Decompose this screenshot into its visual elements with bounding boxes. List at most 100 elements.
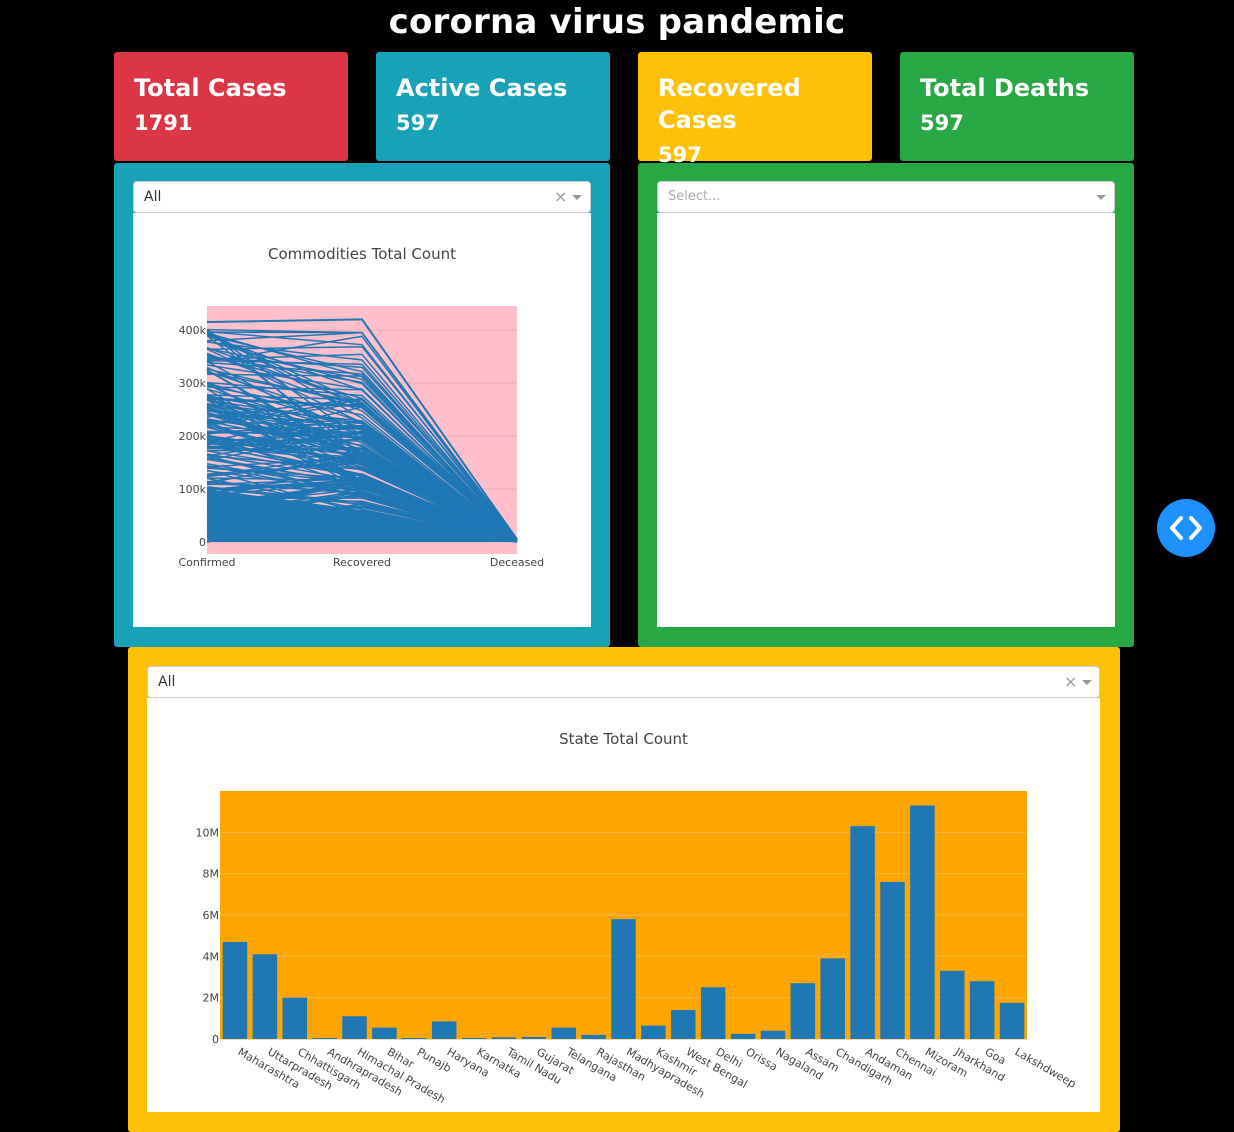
series-line — [206, 398, 518, 543]
series-line — [206, 382, 518, 541]
clear-icon[interactable]: × — [554, 187, 568, 206]
y-tick-label: 8M — [203, 868, 220, 881]
bar — [222, 941, 248, 1039]
recovered-cases-card: Recovered Cases 597 — [638, 52, 872, 167]
series-line — [206, 470, 518, 541]
series-line — [206, 388, 518, 541]
state-dropdown[interactable]: All × — [147, 666, 1100, 698]
series-line — [206, 329, 518, 543]
y-tick-label: 0 — [199, 536, 206, 549]
series-line — [206, 430, 518, 541]
chevron-down-icon[interactable] — [1082, 680, 1092, 685]
empty-chart-area — [657, 213, 1115, 627]
bar — [342, 1016, 367, 1039]
select-dropdown[interactable]: Select... — [657, 181, 1115, 213]
series-line — [206, 359, 518, 541]
max-series-line — [206, 318, 518, 540]
x-tick-label: Orissa — [744, 1045, 780, 1073]
state-chart: State Total Count 0 2M 4M 6M 8M 10M Maharashtr… — [147, 698, 1100, 1112]
y-tick-label: 200k — [179, 430, 207, 443]
y-tick-label: 300k — [179, 377, 207, 390]
bar — [431, 1021, 457, 1039]
commodities-chart: Commodities Total Count 0 100k 200k 300k 400… — [133, 213, 591, 627]
bar — [700, 987, 726, 1039]
series-line — [206, 330, 518, 542]
card-value: 597 — [396, 111, 440, 135]
bar — [312, 1037, 337, 1039]
bar — [461, 1037, 487, 1039]
bar — [521, 1036, 547, 1039]
x-tick-label: Lakshdweep — [1013, 1045, 1079, 1090]
bar — [671, 1010, 696, 1039]
series-line — [206, 369, 518, 542]
code-icon — [1170, 516, 1202, 540]
x-tick-label: Recovered — [333, 556, 391, 569]
bar — [940, 970, 965, 1039]
dropdown-value: All — [144, 189, 162, 205]
bar — [402, 1037, 427, 1039]
bar — [880, 881, 905, 1039]
bar — [551, 1027, 576, 1039]
series-line — [206, 353, 518, 543]
series-line — [206, 381, 518, 540]
series-line — [206, 454, 518, 543]
series-line — [206, 373, 518, 543]
series-line — [206, 340, 518, 542]
y-tick-label: 100k — [179, 483, 207, 496]
bar — [969, 981, 995, 1039]
bar — [491, 1037, 517, 1039]
bar — [850, 826, 875, 1039]
clear-icon[interactable]: × — [1064, 672, 1078, 691]
y-tick-label: 0 — [212, 1033, 219, 1046]
chart-title: Commodities Total Count — [268, 245, 456, 263]
series-line — [206, 334, 518, 542]
series-line — [206, 478, 518, 542]
bar — [252, 954, 278, 1039]
bar — [760, 1030, 786, 1039]
bar — [581, 1034, 606, 1039]
bar — [730, 1033, 756, 1039]
code-toggle-button[interactable] — [1157, 499, 1215, 557]
series-line — [206, 418, 518, 542]
state-bar-chart: 02M4M6M8M10MMaharashtraUttarpradeshChhat… — [196, 791, 1079, 1106]
x-tick-label: Confirmed — [178, 556, 235, 569]
series-line — [206, 328, 518, 543]
card-value: 597 — [920, 111, 964, 135]
y-tick-label: 4M — [203, 950, 220, 963]
x-tick-label: Deceased — [490, 556, 544, 569]
chevron-down-icon[interactable] — [1096, 195, 1106, 200]
dense-series-area — [207, 489, 517, 542]
y-tick-label: 6M — [203, 909, 220, 922]
bar — [999, 1002, 1025, 1039]
details-panel: Select... — [638, 163, 1134, 647]
commodities-panel: All × Commodities Total Count 0 100k 200k 3… — [114, 163, 610, 647]
card-value: 1791 — [134, 111, 193, 135]
y-tick-label: 10M — [196, 826, 220, 839]
bar — [790, 983, 816, 1039]
chart-title: State Total Count — [559, 730, 688, 748]
y-tick-label: 400k — [179, 324, 207, 337]
series-line — [206, 450, 518, 541]
page-title: cororna virus pandemic — [388, 2, 846, 42]
series-lines — [206, 328, 518, 543]
total-deaths-card: Total Deaths 597 — [900, 52, 1134, 161]
card-label: Total Deaths — [920, 74, 1090, 102]
dropdown-placeholder: Select... — [668, 189, 721, 204]
total-cases-card: Total Cases 1791 — [114, 52, 348, 161]
bar — [611, 919, 636, 1039]
dropdown-value: All — [158, 674, 176, 690]
chevron-down-icon[interactable] — [572, 195, 582, 200]
series-line — [206, 353, 518, 541]
state-panel: All × State Total Count 0 2M 4M 6M 8M 10M Maha… — [128, 647, 1120, 1132]
bar — [910, 805, 935, 1039]
series-line — [206, 420, 518, 542]
commodity-dropdown[interactable]: All × — [133, 181, 591, 213]
bar — [372, 1027, 397, 1039]
active-cases-card: Active Cases 597 — [376, 52, 610, 161]
card-label: Active Cases — [396, 74, 568, 102]
bar — [282, 997, 307, 1039]
commodities-line-chart: 0 100k 200k 300k 400k Confirmed Recovered Decea… — [178, 306, 544, 569]
card-label: Total Cases — [134, 74, 287, 102]
y-tick-label: 2M — [203, 992, 220, 1005]
bar — [641, 1025, 666, 1039]
